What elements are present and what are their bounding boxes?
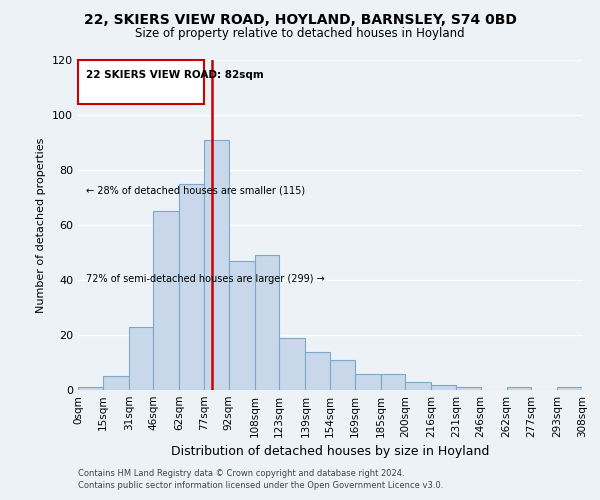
Bar (103, 376, 129, 390)
Text: 22 SKIERS VIEW ROAD: 82sqm: 22 SKIERS VIEW ROAD: 82sqm (86, 70, 263, 80)
FancyBboxPatch shape (78, 60, 204, 104)
Text: 72% of semi-detached houses are larger (299) →: 72% of semi-detached houses are larger (… (86, 274, 325, 284)
Bar (204, 140, 229, 390)
Bar (557, 387, 582, 390)
Bar (129, 327, 153, 390)
Bar (456, 387, 481, 390)
Text: Contains public sector information licensed under the Open Government Licence v3: Contains public sector information licen… (78, 481, 443, 490)
Text: Contains HM Land Registry data © Crown copyright and database right 2024.: Contains HM Land Registry data © Crown c… (78, 468, 404, 477)
X-axis label: Distribution of detached houses by size in Hoyland: Distribution of detached houses by size … (171, 446, 489, 458)
Bar (255, 255, 279, 390)
Bar (507, 387, 531, 390)
Bar (405, 382, 431, 390)
Bar (179, 184, 204, 390)
Bar (330, 360, 355, 390)
Bar (305, 352, 330, 390)
Bar (355, 374, 381, 390)
Y-axis label: Number of detached properties: Number of detached properties (37, 138, 46, 312)
Bar (431, 384, 456, 390)
Text: Size of property relative to detached houses in Hoyland: Size of property relative to detached ho… (135, 28, 465, 40)
Bar (279, 338, 305, 390)
Bar (381, 374, 405, 390)
Text: ← 28% of detached houses are smaller (115): ← 28% of detached houses are smaller (11… (86, 186, 305, 196)
Bar (229, 261, 255, 390)
Text: 22, SKIERS VIEW ROAD, HOYLAND, BARNSLEY, S74 0BD: 22, SKIERS VIEW ROAD, HOYLAND, BARNSLEY,… (83, 12, 517, 26)
Bar (78, 387, 103, 390)
Bar (153, 211, 179, 390)
